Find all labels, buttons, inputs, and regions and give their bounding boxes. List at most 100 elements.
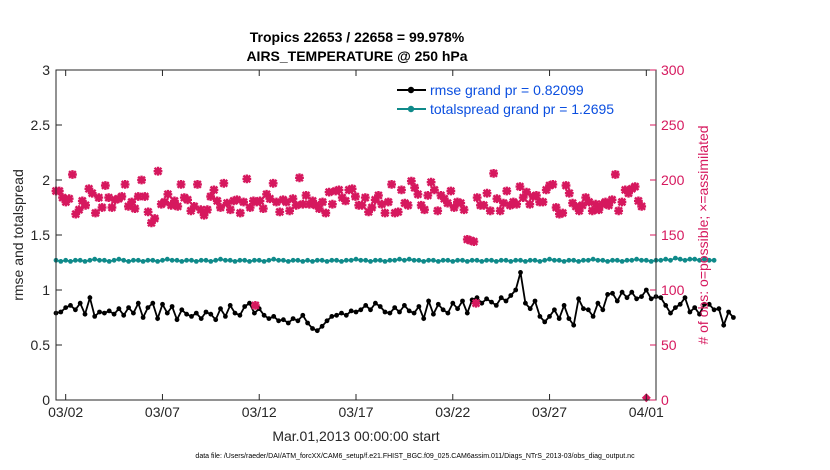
obs-count-marker	[633, 196, 643, 206]
obs-count-marker	[189, 202, 199, 211]
rmse-point	[92, 314, 98, 319]
obs-count-marker	[377, 199, 387, 209]
rmse-point	[155, 316, 161, 321]
totalspread-point	[382, 259, 388, 264]
totalspread-point	[634, 256, 639, 262]
totalspread-point	[426, 257, 431, 263]
obs-count-marker	[370, 195, 380, 205]
totalspread-point	[406, 256, 412, 262]
totalspread-point	[673, 255, 678, 261]
totalspread-point	[377, 257, 383, 263]
obs-count-marker	[594, 205, 604, 215]
totalspread-point	[605, 259, 610, 264]
totalspread-point	[174, 257, 180, 263]
totalspread-point	[106, 259, 112, 264]
obs-count-marker	[499, 198, 508, 208]
rmse-point	[440, 307, 446, 313]
legend-label-rmse: rmse grand pr = 0.82099	[430, 82, 584, 98]
rmse-point	[663, 303, 669, 308]
rmse-point	[237, 312, 243, 318]
rmse-point	[706, 301, 712, 307]
obs-count-marker	[186, 206, 196, 216]
rmse-point	[687, 309, 693, 315]
right-tick-label: 300	[661, 62, 685, 78]
obs-count-marker	[235, 208, 245, 218]
rmse-point	[532, 298, 538, 304]
obs-count-marker	[81, 200, 91, 210]
obs-count-marker	[439, 194, 449, 204]
rmse-point	[184, 311, 190, 317]
obs-count-marker	[578, 200, 587, 210]
totalspread-point	[629, 257, 635, 263]
obs-count-marker	[630, 182, 640, 191]
rmse-point	[382, 309, 388, 315]
rmse-point	[276, 318, 281, 324]
right-tick-label: 100	[661, 282, 685, 298]
totalspread-point	[276, 257, 281, 263]
y-axis-label-left: rmse and totalspread	[10, 169, 26, 301]
obs-count-marker	[239, 197, 248, 207]
obs-count-marker	[423, 191, 433, 200]
rmse-point	[368, 307, 373, 313]
totalspread-point	[706, 257, 712, 263]
obs-count-marker	[199, 210, 209, 220]
rmse-point	[523, 300, 528, 306]
obs-count-marker	[262, 189, 271, 199]
obs-count-marker	[502, 186, 512, 196]
legend-label-totalspread: totalspread grand pr = 1.2695	[430, 101, 614, 117]
totalspread-point	[218, 256, 223, 262]
rmse-point	[208, 311, 214, 317]
obs-count-marker	[147, 218, 156, 228]
obs-count-marker	[515, 182, 525, 191]
rmse-point	[668, 310, 673, 316]
rmse-point	[677, 301, 683, 307]
series-nposs	[51, 166, 647, 246]
obs-count-marker	[68, 170, 77, 179]
obs-count-marker	[196, 205, 206, 215]
rmse-point	[63, 305, 69, 310]
rmse-point	[387, 310, 393, 316]
totalspread-point	[556, 257, 562, 263]
x-tick-label: 03/07	[145, 404, 180, 420]
obs-count-marker	[538, 197, 548, 207]
rmse-point	[126, 305, 131, 310]
rmse-point	[445, 310, 451, 316]
totalspread-point	[319, 257, 325, 263]
totalspread-point	[508, 259, 514, 264]
rmse-point	[426, 298, 431, 304]
totalspread-point	[290, 257, 296, 263]
rmse-point	[605, 292, 610, 297]
rmse-point	[348, 308, 354, 314]
totalspread-point	[498, 257, 504, 263]
obs-count-marker	[495, 206, 505, 216]
rmse-point	[581, 306, 586, 312]
chart-title-line1: Tropics 22653 / 22658 = 99.978%	[250, 29, 465, 45]
rmse-point	[106, 308, 112, 314]
obs-count-marker	[564, 188, 574, 198]
rmse-point	[610, 290, 615, 296]
x-axis: 03/02 03/07 03/12 03/17 03/22 03/27 04/01	[48, 70, 664, 420]
totalspread-point	[140, 259, 146, 264]
totalspread-point	[692, 256, 698, 262]
rmse-point	[150, 300, 156, 306]
rmse-point	[673, 305, 678, 310]
rmse-point	[353, 309, 359, 315]
rmse-point	[77, 300, 83, 306]
obs-count-marker	[614, 206, 624, 216]
left-tick-label: 1.5	[31, 227, 51, 243]
rmse-point	[242, 304, 248, 309]
obs-count-marker	[107, 203, 117, 212]
obs-count-marker	[561, 181, 571, 190]
totalspread-point	[266, 257, 272, 263]
obs-count-marker	[374, 191, 383, 200]
obs-count-marker	[449, 203, 459, 212]
rmse-point	[111, 311, 117, 317]
totalspread-point	[97, 257, 102, 263]
obs-count-marker	[397, 185, 406, 195]
totalspread-point	[537, 259, 543, 264]
totalspread-point	[455, 257, 460, 263]
totalspread-point	[314, 257, 320, 263]
rmse-point	[489, 299, 494, 305]
totalspread-point	[232, 259, 238, 264]
totalspread-point	[324, 259, 330, 264]
